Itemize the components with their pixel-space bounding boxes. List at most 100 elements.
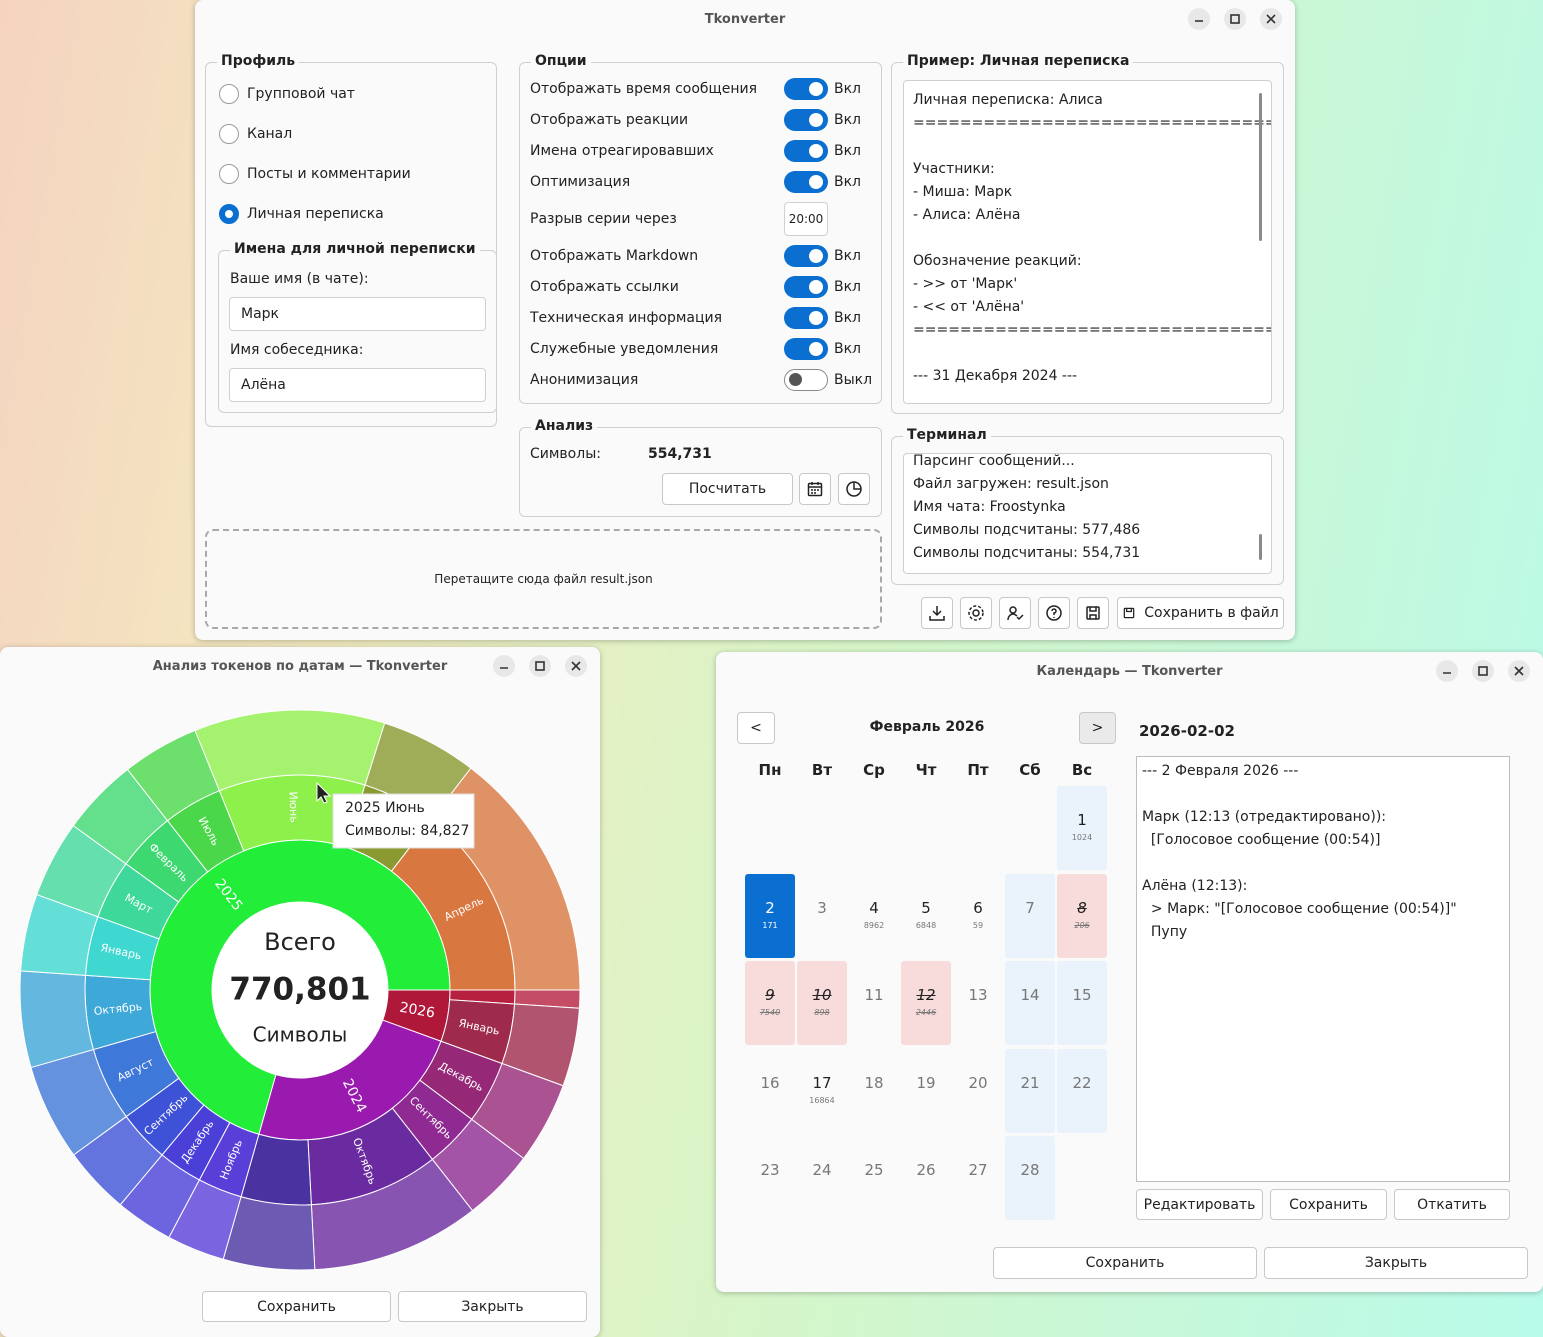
day-cell[interactable]: 11 (849, 961, 899, 1045)
day-cell[interactable]: 8 206 (1057, 873, 1107, 958)
radio-button[interactable] (219, 124, 239, 144)
toggle-switch[interactable] (784, 338, 828, 360)
minimize-button[interactable] (1436, 660, 1458, 682)
toggle-knob (809, 113, 823, 127)
day-number: 25 (864, 1161, 884, 1179)
day-cell[interactable]: 23 (745, 1136, 795, 1220)
close-button[interactable] (1508, 660, 1530, 682)
day-cell[interactable]: 20 (953, 1049, 1003, 1133)
edit-button[interactable]: Откатить (1394, 1189, 1510, 1220)
save-file-button[interactable]: Сохранить в файл (1117, 597, 1284, 629)
day-text-area[interactable]: --- 2 Февраля 2026 --- Марк (12:13 (отред… (1136, 756, 1510, 1182)
day-cell[interactable]: 19 (901, 1049, 951, 1133)
month-title: Февраль 2026 (869, 719, 985, 735)
dialog-button[interactable]: Закрыть (398, 1291, 587, 1322)
close-button[interactable] (565, 655, 587, 677)
time-input[interactable]: 20:00 (784, 202, 828, 236)
day-cell[interactable]: 27 (953, 1136, 1003, 1220)
text-input[interactable]: Марк (229, 297, 486, 331)
icon (846, 481, 862, 497)
preview-line: Участники: (913, 161, 995, 177)
day-cell[interactable]: 5 6848 (901, 874, 951, 958)
dialog-button[interactable]: Сохранить (993, 1247, 1257, 1279)
toggle-switch[interactable] (784, 369, 828, 391)
next-month-button[interactable]: > (1079, 712, 1116, 744)
day-cell[interactable]: 12 2446 (901, 961, 951, 1045)
icon (1195, 20, 1203, 22)
icon-button[interactable] (999, 597, 1031, 629)
text-input[interactable]: Алёна (229, 368, 486, 402)
icon-button[interactable] (960, 597, 992, 629)
day-cell[interactable]: 7 (1005, 873, 1055, 958)
day-cell[interactable]: 14 (1005, 961, 1055, 1045)
day-segment[interactable] (19, 970, 95, 1069)
toggle-state: Вкл (834, 341, 862, 357)
day-cell[interactable]: 10 898 (797, 961, 847, 1045)
day-cell[interactable]: 22 (1057, 1048, 1107, 1133)
radio-button[interactable] (219, 84, 239, 104)
terminal-box: Парсинг сообщений... Файл загружен: resul… (903, 453, 1272, 574)
toggle-switch[interactable] (784, 307, 828, 329)
radio-label: Канал (247, 126, 293, 142)
weekday: Чт (915, 761, 937, 779)
group-title: Пример: Личная переписка (903, 51, 1134, 71)
preview-line: - Алиса: Алёна (913, 207, 1021, 223)
edit-button[interactable]: Редактировать (1136, 1189, 1263, 1220)
radio-button[interactable] (219, 204, 239, 224)
maximize-button[interactable] (529, 655, 551, 677)
toggle-switch[interactable] (784, 140, 828, 162)
glyph (853, 482, 861, 490)
day-number: 12 (916, 986, 936, 1004)
count-button[interactable]: Посчитать (662, 473, 793, 505)
close-button[interactable] (1260, 8, 1282, 30)
toggle-state: Вкл (834, 310, 862, 326)
day-cell[interactable]: 13 (953, 961, 1003, 1045)
day-cell[interactable]: 2 171 (745, 873, 795, 958)
icon-button[interactable] (921, 597, 953, 629)
icon-button[interactable] (838, 473, 870, 505)
icon-button[interactable] (799, 473, 831, 505)
day-cell[interactable]: 1 1024 (1057, 786, 1107, 870)
day-cell[interactable]: 4 8962 (849, 874, 899, 958)
icon (1046, 605, 1062, 621)
day-cell[interactable]: 9 7540 (745, 961, 795, 1045)
segment-label: Октябрь (93, 1000, 143, 1018)
toggle-knob (809, 249, 823, 263)
day-number: 7 (1025, 898, 1035, 917)
edit-button[interactable]: Сохранить (1270, 1189, 1387, 1220)
toggle-switch[interactable] (784, 171, 828, 193)
day-cell[interactable]: 26 (901, 1136, 951, 1220)
minimize-button[interactable] (493, 655, 515, 677)
toggle-switch[interactable] (784, 245, 828, 267)
window-title: Календарь — Tkonverter (1036, 664, 1223, 679)
icon (500, 667, 508, 669)
group-box (205, 62, 497, 427)
toggle-switch[interactable] (784, 78, 828, 100)
preview-line: ======================================= (913, 115, 1271, 131)
maximize-button[interactable] (1472, 660, 1494, 682)
day-cell[interactable]: 15 (1057, 961, 1107, 1045)
minimize-button[interactable] (1188, 8, 1210, 30)
dialog-button[interactable]: Закрыть (1264, 1247, 1528, 1279)
day-cell[interactable]: 16 (745, 1049, 795, 1133)
day-cell[interactable]: 17 16864 (797, 1049, 847, 1133)
icon-button[interactable] (1077, 597, 1109, 629)
icon-button[interactable] (1038, 597, 1070, 629)
prev-month-button[interactable]: < (737, 712, 775, 744)
toggle-switch[interactable] (784, 276, 828, 298)
day-cell[interactable]: 18 (849, 1049, 899, 1133)
radio-button[interactable] (219, 164, 239, 184)
day-cell[interactable]: 28 (1005, 1136, 1055, 1220)
maximize-button[interactable] (1224, 8, 1246, 30)
glyph (972, 609, 980, 617)
center-total: 770,801 (229, 972, 370, 1008)
toggle-switch[interactable] (784, 109, 828, 131)
drop-zone[interactable]: Перетащите сюда файл result.json (205, 529, 882, 629)
day-cell[interactable]: 3 (797, 874, 847, 958)
day-cell[interactable]: 25 (849, 1136, 899, 1220)
dialog-button[interactable]: Сохранить (202, 1291, 391, 1322)
day-cell[interactable]: 24 (797, 1136, 847, 1220)
day-cell[interactable]: 21 (1005, 1048, 1055, 1133)
day-cell[interactable]: 6 59 (953, 874, 1003, 958)
day-count: 59 (972, 920, 984, 930)
